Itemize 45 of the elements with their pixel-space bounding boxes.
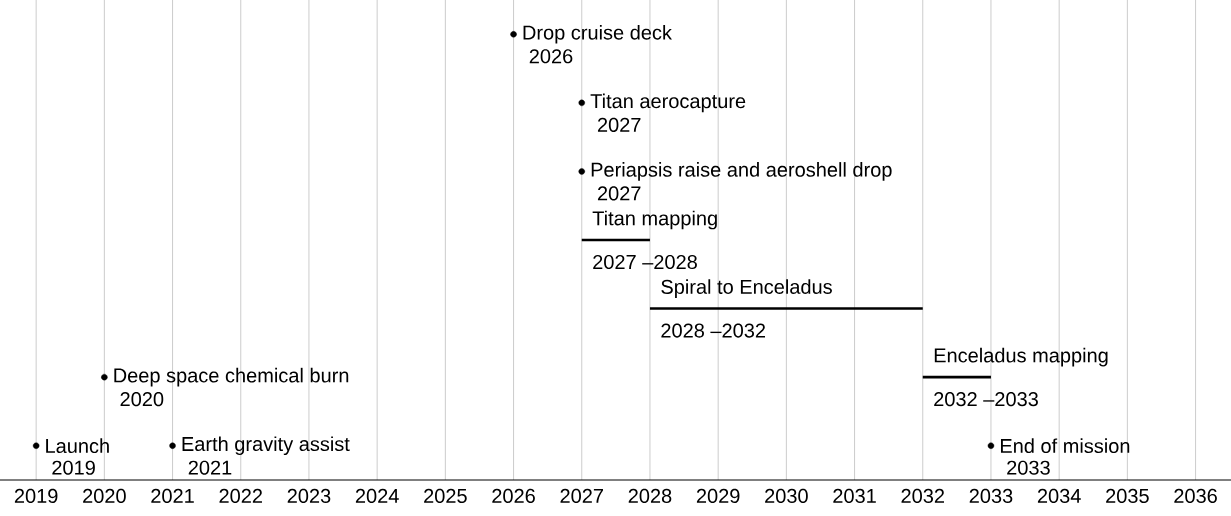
data-label: 2026 — [529, 49, 573, 64]
data-label: 2020 — [120, 392, 164, 407]
x-tick-label: 2036 — [1174, 488, 1217, 504]
x-tick-label: 2031 — [833, 488, 876, 504]
x-tick-label: 2030 — [765, 488, 808, 504]
x-tick-label: 2033 — [969, 488, 1013, 504]
data-label: 2033 — [1007, 460, 1050, 475]
x-tick-label: 2028 — [628, 488, 672, 504]
series-label: Enceladus mapping — [934, 347, 1108, 367]
series-label: Periapsis raise and aeroshell drop — [591, 162, 892, 181]
point — [510, 31, 517, 38]
series-label: Titan aerocapture — [590, 93, 746, 113]
point — [169, 442, 176, 449]
data-label: 2027 — [597, 186, 641, 201]
point — [101, 373, 108, 381]
series-label: Earth gravity assist — [182, 436, 350, 456]
x-tick-label: 2032 — [901, 488, 944, 504]
series-label: End of mission — [1000, 438, 1130, 454]
point — [578, 168, 585, 175]
x-tick-label: 2019 — [14, 488, 58, 504]
data-label: 2019 — [52, 460, 95, 475]
x-tick-label: 2022 — [219, 488, 262, 504]
series-label: Drop cruise deck — [523, 24, 672, 44]
point — [987, 442, 995, 449]
x-tick-label: 2027 — [560, 488, 603, 504]
point — [578, 99, 585, 107]
point — [32, 442, 40, 449]
x-tick-label: 2026 — [492, 488, 535, 504]
series-label: Launch — [46, 438, 109, 454]
x-tick-label: 2035 — [1106, 488, 1149, 504]
x-tick-label: 2024 — [355, 488, 399, 504]
annotation: 2028 –2032 — [661, 323, 766, 338]
annotation: 2032 –2033 — [934, 392, 1038, 407]
series-label: Deep space chemical burn — [114, 367, 349, 387]
x-tick-label: 2034 — [1037, 488, 1081, 504]
series-label: Spiral to Enceladus — [661, 279, 832, 298]
data-label: 2021 — [188, 460, 232, 475]
series-label: Titan mapping — [592, 210, 717, 230]
x-tick-label: 2021 — [151, 488, 194, 504]
data-label: 2027 — [597, 117, 641, 132]
annotation: 2027 –2028 — [593, 254, 697, 270]
x-tick-label: 2025 — [424, 488, 467, 504]
x-tick-label: 2029 — [696, 488, 740, 504]
x-tick-label: 2020 — [83, 488, 126, 504]
x-tick-label: 2023 — [287, 488, 331, 504]
